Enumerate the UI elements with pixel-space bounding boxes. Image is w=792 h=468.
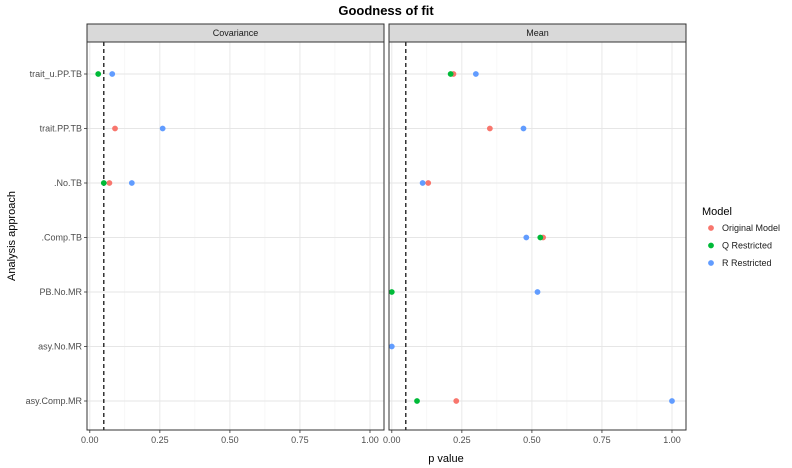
y-tick-label-asy-no-mr: asy.No.MR xyxy=(38,342,82,352)
x-tick-label: 0.50 xyxy=(523,435,541,445)
y-axis-title: Analysis approach xyxy=(6,191,18,281)
y-tick-label-trait-pp-tb: trait.PP.TB xyxy=(40,124,82,134)
legend-key-q-restricted xyxy=(708,242,714,249)
x-axis-title: p value xyxy=(428,453,463,465)
strip-label-covariance: Covariance xyxy=(213,28,259,38)
point-q-restricted-no-tb xyxy=(100,180,107,186)
point-r-restricted-trait-u-pp-tb xyxy=(472,71,479,77)
point-r-restricted-asy-comp-mr xyxy=(669,398,675,404)
legend: Model Original Model Q Restricted R Restri… xyxy=(702,206,780,268)
point-q-restricted-trait-u-pp-tb xyxy=(447,71,454,77)
x-tick-label: 1.00 xyxy=(361,435,379,445)
x-tick-label: 0.25 xyxy=(453,435,471,445)
legend-label-original-model: Original Model xyxy=(722,223,780,233)
point-r-restricted-comp-tb xyxy=(523,234,530,241)
y-tick-label-no-tb: .No.TB xyxy=(54,178,82,188)
point-r-restricted-trait-pp-tb xyxy=(159,125,166,132)
point-r-restricted-no-tb xyxy=(128,180,135,186)
point-q-restricted-trait-u-pp-tb xyxy=(95,71,102,77)
legend-key-original-model xyxy=(708,225,714,231)
y-tick-label-comp-tb: .Comp.TB xyxy=(41,233,82,243)
point-original-model-trait-pp-tb xyxy=(112,125,118,132)
x-tick-label: 0.75 xyxy=(291,435,309,445)
point-original-model-no-tb xyxy=(106,180,113,186)
chart-title: Goodness of fit xyxy=(338,3,434,18)
point-original-model-no-tb xyxy=(425,180,432,186)
point-r-restricted-no-tb xyxy=(419,180,426,186)
point-original-model-asy-comp-mr xyxy=(453,398,460,404)
facet-panels: Covariance 0.00 0.25 0.50 0.75 1.00 Mean 0.00 0.… xyxy=(81,23,687,445)
x-tick-label: 0.75 xyxy=(593,435,611,445)
point-q-restricted-pb-no-mr xyxy=(388,289,395,295)
legend-key-r-restricted xyxy=(708,260,714,266)
x-tick-label: 0.00 xyxy=(383,435,401,445)
x-tick-label: 0.25 xyxy=(151,435,169,445)
point-q-restricted-asy-comp-mr xyxy=(414,398,420,404)
panel-mean: Mean 0.00 0.25 0.50 0.75 1.00 xyxy=(383,23,687,445)
point-r-restricted-trait-u-pp-tb xyxy=(109,71,116,77)
x-tick-label: 1.00 xyxy=(663,435,681,445)
legend-label-r-restricted: R Restricted xyxy=(722,258,772,268)
y-tick-label-asy-comp-mr: asy.Comp.MR xyxy=(26,396,83,406)
panel-border xyxy=(388,41,687,431)
panel-background xyxy=(87,42,384,430)
y-tick-label-trait-u-pp-tb: trait_u.PP.TB xyxy=(30,69,82,79)
y-tick-label-pb-no-mr: PB.No.MR xyxy=(39,287,82,297)
point-r-restricted-asy-no-mr xyxy=(388,343,395,350)
x-tick-label: 0.50 xyxy=(221,435,239,445)
panel-border xyxy=(86,41,385,431)
panel-covariance: Covariance 0.00 0.25 0.50 0.75 1.00 xyxy=(81,23,385,445)
x-tick-label: 0.00 xyxy=(81,435,99,445)
strip-label-mean: Mean xyxy=(526,28,549,38)
legend-title: Model xyxy=(702,206,732,218)
point-q-restricted-comp-tb xyxy=(537,234,544,241)
point-r-restricted-pb-no-mr xyxy=(534,289,541,295)
panel-background xyxy=(389,42,686,430)
point-r-restricted-trait-pp-tb xyxy=(520,125,527,132)
legend-label-q-restricted: Q Restricted xyxy=(722,241,772,251)
y-axis-ticks: trait_u.PP.TB trait.PP.TB .No.TB .Comp.TB PB… xyxy=(26,69,87,406)
point-original-model-trait-pp-tb xyxy=(486,125,493,132)
